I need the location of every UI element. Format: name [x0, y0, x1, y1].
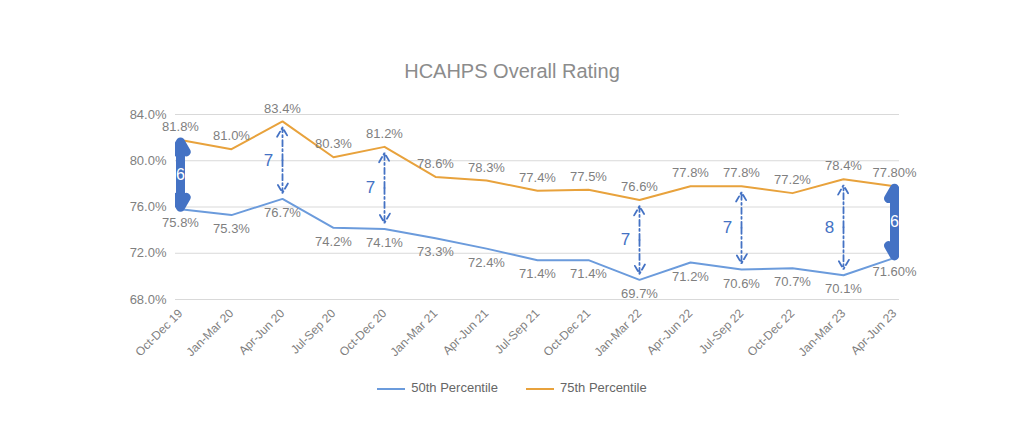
svg-text:7: 7	[264, 151, 273, 170]
svg-text:74.1%: 74.1%	[366, 235, 403, 250]
svg-text:81.0%: 81.0%	[213, 128, 250, 143]
svg-text:78.3%: 78.3%	[468, 160, 505, 175]
svg-text:Jul-Sep 22: Jul-Sep 22	[696, 306, 747, 357]
svg-text:77.8%: 77.8%	[672, 165, 709, 180]
svg-text:81.8%: 81.8%	[162, 119, 199, 134]
svg-text:80.3%: 80.3%	[315, 136, 352, 151]
svg-text:Jul-Sep 21: Jul-Sep 21	[492, 306, 543, 357]
svg-text:73.3%: 73.3%	[417, 244, 454, 259]
svg-text:78.6%: 78.6%	[417, 156, 454, 171]
svg-text:80.0%: 80.0%	[130, 153, 167, 168]
svg-text:75.3%: 75.3%	[213, 221, 250, 236]
svg-text:78.4%: 78.4%	[825, 158, 862, 173]
svg-text:72.0%: 72.0%	[130, 245, 167, 260]
html-text:75th Percentile: 75th Percentile	[560, 380, 647, 395]
svg-text:Apr-Jun 20: Apr-Jun 20	[236, 306, 288, 358]
svg-text:6: 6	[176, 166, 185, 183]
svg-text:77.80%: 77.80%	[872, 165, 917, 180]
svg-text:70.6%: 70.6%	[723, 276, 760, 291]
svg-text:77.4%: 77.4%	[519, 170, 556, 185]
svg-text:Jan-Mar 20: Jan-Mar 20	[184, 306, 237, 359]
svg-text:71.4%: 71.4%	[570, 266, 607, 281]
svg-text:7: 7	[723, 218, 732, 237]
svg-text:84.0%: 84.0%	[129, 106, 167, 122]
svg-text:Apr-Jun 22: Apr-Jun 22	[644, 306, 696, 358]
svg-text:Jan-Mar 21: Jan-Mar 21	[388, 306, 441, 359]
svg-text:Oct-Dec 22: Oct-Dec 22	[745, 306, 798, 359]
svg-text:69.7%: 69.7%	[621, 286, 658, 301]
svg-text:Jul-Sep 20: Jul-Sep 20	[288, 306, 339, 357]
svg-text:7: 7	[366, 178, 375, 197]
svg-text:68.0%: 68.0%	[130, 292, 167, 307]
svg-text:81.2%: 81.2%	[366, 126, 403, 141]
svg-text:Apr-Jun 21: Apr-Jun 21	[440, 306, 492, 358]
svg-text:Apr-Jun 23: Apr-Jun 23	[848, 306, 900, 358]
svg-text:Oct-Dec 19: Oct-Dec 19	[133, 306, 186, 359]
html-text:HCAHPS Overall Rating: HCAHPS Overall Rating	[404, 60, 620, 82]
svg-text:6: 6	[890, 213, 899, 230]
svg-text:76.7%: 76.7%	[264, 205, 301, 220]
svg-text:71.4%: 71.4%	[519, 266, 556, 281]
svg-text:70.1%: 70.1%	[825, 281, 862, 296]
svg-text:76.6%: 76.6%	[621, 179, 658, 194]
svg-text:Jan-Mar 23: Jan-Mar 23	[796, 306, 849, 359]
svg-text:83.4%: 83.4%	[264, 101, 301, 116]
svg-text:77.2%: 77.2%	[774, 172, 811, 187]
html-text:50th Percentile: 50th Percentile	[411, 380, 498, 395]
svg-text:7: 7	[621, 230, 630, 249]
svg-text:Oct-Dec 21: Oct-Dec 21	[541, 306, 594, 359]
svg-text:77.8%: 77.8%	[723, 165, 760, 180]
svg-text:Oct-Dec 20: Oct-Dec 20	[337, 306, 390, 359]
svg-text:70.7%: 70.7%	[774, 274, 811, 289]
svg-text:72.4%: 72.4%	[468, 255, 505, 270]
svg-text:Jan-Mar 22: Jan-Mar 22	[592, 306, 645, 359]
svg-text:71.60%: 71.60%	[872, 264, 917, 279]
svg-text:76.0%: 76.0%	[130, 199, 167, 214]
svg-text:75.8%: 75.8%	[162, 215, 199, 230]
svg-text:71.2%: 71.2%	[672, 269, 709, 284]
svg-text:77.5%: 77.5%	[570, 169, 607, 184]
svg-text:74.2%: 74.2%	[315, 234, 352, 249]
svg-text:8: 8	[825, 218, 834, 237]
